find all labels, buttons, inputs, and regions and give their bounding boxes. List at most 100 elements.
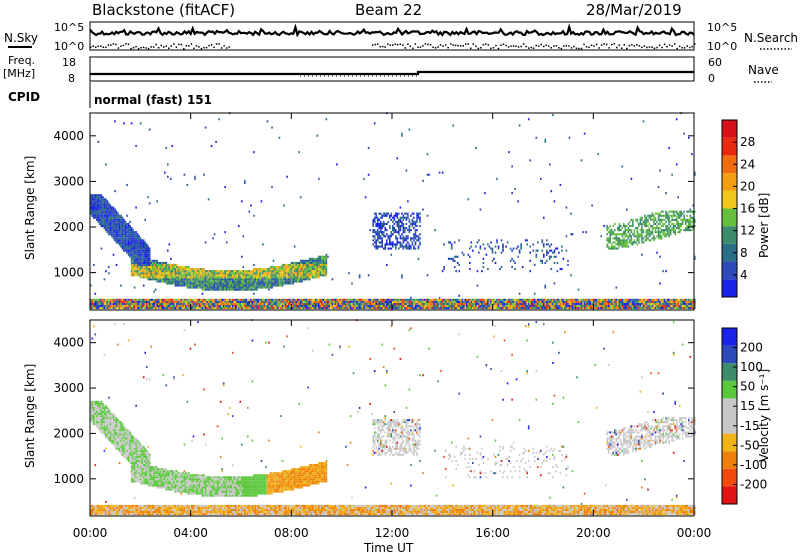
heatmap-cell (133, 241, 136, 244)
heatmap-cell (209, 276, 211, 279)
heatmap-cell (112, 300, 115, 303)
heatmap-cell (138, 300, 140, 303)
heatmap-cell (114, 216, 116, 219)
heatmap-cell (197, 300, 199, 303)
heatmap-cell (398, 233, 400, 236)
heatmap-cell (594, 300, 596, 303)
heatmap-cell (389, 227, 391, 230)
heatmap-cell (316, 134, 319, 137)
heatmap-cell (93, 194, 95, 197)
heatmap-cell (254, 305, 257, 308)
cpid-label: CPID (8, 90, 40, 104)
heatmap-cell (464, 302, 467, 305)
heatmap-cell (228, 284, 231, 287)
heatmap-cell (290, 268, 293, 271)
heatmap-cell (109, 222, 112, 225)
heatmap-cell (413, 298, 415, 301)
heatmap-cell (491, 251, 494, 254)
heatmap-cell (185, 307, 187, 310)
heatmap-cell (142, 239, 145, 242)
heatmap-cell (299, 268, 302, 271)
heatmap-cell (408, 247, 411, 250)
heatmap-cell (241, 278, 243, 281)
heatmap-cell (648, 216, 651, 219)
heatmap-cell (479, 300, 482, 303)
heatmap-cell (472, 307, 474, 310)
heatmap-cell (209, 274, 211, 277)
heatmap-cell (496, 298, 498, 301)
heatmap-cell (129, 307, 131, 310)
heatmap-cell (235, 284, 237, 287)
heatmap-cell (272, 298, 275, 301)
heatmap-cell (295, 276, 297, 279)
heatmap-cell (614, 241, 616, 244)
heatmap-cell (259, 282, 261, 285)
heatmap-cell (393, 243, 396, 246)
heatmap-cell (200, 268, 202, 271)
heatmap-cell (195, 286, 198, 289)
heatmap-cell (450, 247, 453, 250)
heatmap-cell (171, 282, 174, 285)
heatmap-cell (195, 282, 198, 285)
heatmap-cell (315, 274, 317, 277)
heatmap-cell (376, 218, 379, 221)
heatmap-cell (210, 270, 213, 273)
heatmap-cell (91, 200, 94, 203)
heatmap-cell (164, 266, 166, 269)
heatmap-cell (120, 307, 122, 310)
heatmap-cell (312, 266, 314, 269)
heatmap-cell (179, 305, 181, 308)
heatmap-cell (147, 278, 149, 281)
heatmap-cell (624, 235, 627, 238)
heatmap-cell (617, 247, 619, 250)
heatmap-cell (233, 300, 235, 303)
heatmap-cell (262, 270, 264, 273)
heatmap-cell (268, 305, 270, 308)
heatmap-cell (648, 233, 651, 236)
heatmap-cell (384, 302, 387, 305)
heatmap-cell (269, 284, 272, 287)
heatmap-cell (425, 300, 427, 303)
heatmap-cell (614, 307, 616, 310)
heatmap-cell (302, 268, 305, 271)
nsearch-point (548, 45, 550, 47)
heatmap-cell (402, 247, 405, 250)
heatmap-cell (641, 233, 643, 236)
heatmap-cell (145, 307, 148, 310)
heatmap-cell (378, 300, 380, 303)
heatmap-cell (408, 128, 411, 131)
heatmap-cell (369, 307, 371, 310)
heatmap-cell (618, 225, 621, 228)
heatmap-cell (653, 239, 655, 242)
heatmap-cell (567, 305, 569, 308)
heatmap-cell (414, 222, 417, 225)
heatmap-cell (123, 243, 125, 246)
heatmap-cell (470, 307, 473, 310)
heatmap-cell (657, 222, 660, 225)
heatmap-cell (382, 212, 385, 215)
heatmap-cell (570, 307, 572, 310)
heatmap-cell (123, 305, 125, 308)
heatmap-cell (132, 237, 134, 240)
heatmap-cell (367, 302, 370, 305)
heatmap-cell (127, 251, 130, 254)
heatmap-cell (645, 298, 648, 301)
heatmap-cell (254, 274, 257, 277)
heatmap-cell (123, 231, 125, 234)
heatmap-cell (99, 220, 101, 223)
heatmap-cell (322, 274, 325, 277)
heatmap-cell (621, 243, 624, 246)
heatmap-cell (183, 280, 186, 283)
heatmap-cell (535, 305, 538, 308)
heatmap-cell (138, 266, 140, 269)
heatmap-cell (233, 270, 235, 273)
heatmap-cell (228, 298, 231, 301)
heatmap-cell (644, 300, 646, 303)
heatmap-cell (408, 245, 411, 248)
heatmap-cell (210, 144, 213, 147)
heatmap-cell (310, 261, 313, 264)
heatmap-cell (376, 247, 379, 250)
heatmap-cell (659, 282, 661, 285)
heatmap-cell (659, 255, 661, 258)
heatmap-cell (644, 220, 646, 223)
